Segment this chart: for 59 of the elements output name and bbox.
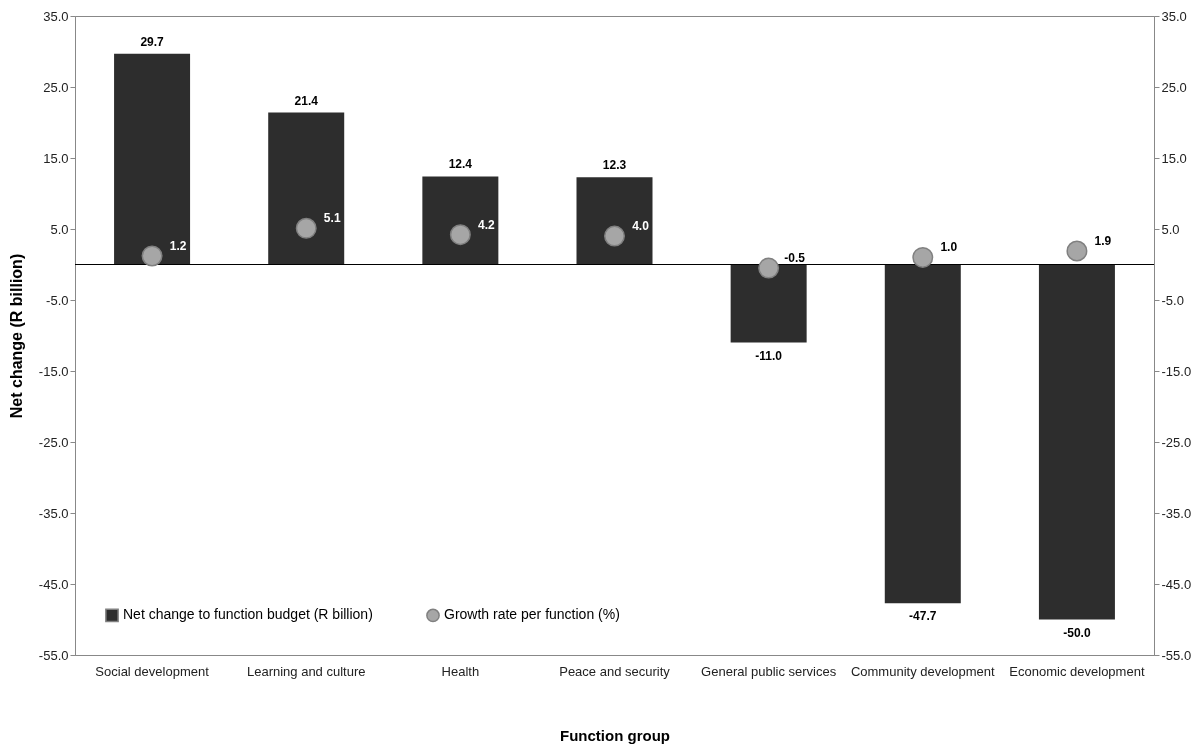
data-label: 5.1: [323, 211, 341, 226]
bar: [268, 112, 345, 265]
y-tick-label: 35.0: [43, 8, 69, 24]
y2-tick-label: 15.0: [1161, 150, 1187, 166]
legend-label: Net change to function budget (R billion): [123, 606, 373, 623]
y2-tick-label: 5.0: [1161, 221, 1180, 237]
bar: [730, 264, 807, 343]
y-tick-label: -35.0: [38, 505, 69, 521]
bar: [884, 264, 961, 604]
x-tick-label: General public services: [701, 663, 837, 679]
point: [758, 257, 780, 279]
data-label: 12.3: [602, 158, 627, 173]
data-label: -0.5: [784, 251, 806, 266]
y2-tick-label: 35.0: [1161, 8, 1187, 24]
bar: [576, 177, 653, 265]
y2-tick-label: -35.0: [1161, 505, 1192, 521]
y2-tick-label: 25.0: [1161, 79, 1187, 95]
y2-tick-label: -25.0: [1161, 434, 1192, 450]
legend-label: Growth rate per function (%): [444, 606, 620, 623]
y-axis-title: Net change (R billion): [7, 253, 25, 419]
point: [1066, 240, 1088, 262]
y-tick-label: -25.0: [38, 434, 69, 450]
x-tick-label: Economic development: [1009, 663, 1145, 679]
point: [141, 245, 163, 267]
data-label: 1.2: [169, 238, 187, 253]
y-tick-label: 5.0: [50, 221, 69, 237]
y2-tick-label: -15.0: [1161, 363, 1192, 379]
point: [449, 224, 471, 246]
y-tick-label: -55.0: [38, 647, 69, 663]
data-label: -47.7: [909, 609, 937, 624]
x-tick-label: Learning and culture: [246, 663, 366, 679]
x-tick-label: Peace and security: [559, 663, 671, 679]
bar: [1038, 264, 1115, 620]
data-label: 1.0: [940, 240, 958, 255]
data-label: 12.4: [448, 157, 473, 172]
data-label: 29.7: [140, 34, 165, 49]
bar: [422, 176, 499, 265]
data-label: 1.9: [1094, 234, 1112, 249]
data-label: -11.0: [755, 348, 783, 363]
x-tick-label: Community development: [850, 663, 996, 679]
x-tick-label: Social development: [95, 663, 210, 679]
x-tick-label: Health: [441, 663, 480, 679]
data-label: -50.0: [1063, 625, 1091, 640]
x-axis-title: Function group: [560, 726, 670, 744]
y-tick-label: 15.0: [43, 150, 69, 166]
data-label: 21.4: [294, 93, 319, 108]
y-tick-label: 25.0: [43, 79, 69, 95]
data-label: 4.0: [632, 219, 650, 234]
y2-tick-label: -5.0: [1161, 292, 1184, 308]
point: [912, 246, 934, 268]
point: [295, 217, 317, 239]
y-tick-label: -45.0: [38, 576, 69, 592]
y-tick-label: -15.0: [38, 363, 69, 379]
bar: [114, 53, 191, 265]
point: [604, 225, 625, 247]
y-tick-label: -5.0: [46, 292, 69, 308]
y2-tick-label: -45.0: [1161, 576, 1192, 592]
data-label: 4.2: [478, 217, 496, 232]
y2-tick-label: -55.0: [1161, 647, 1192, 663]
